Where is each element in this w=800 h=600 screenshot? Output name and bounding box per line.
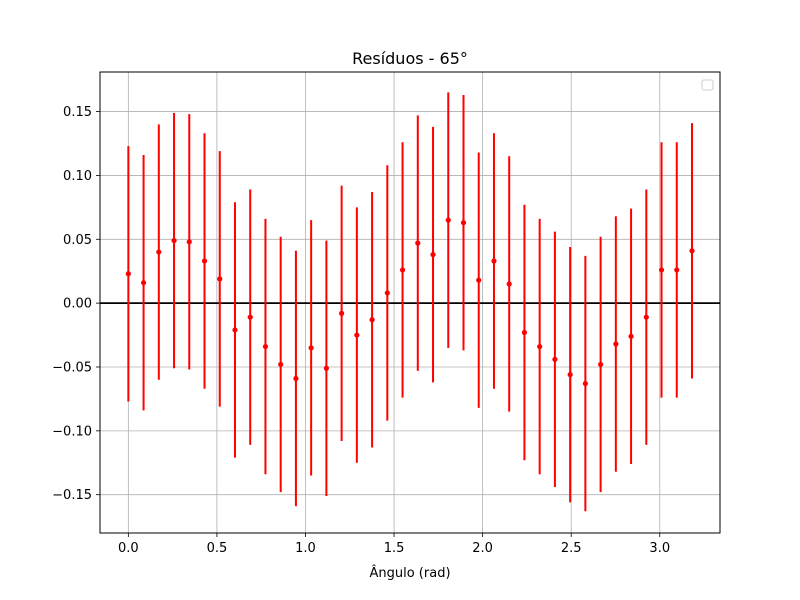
y-tick-label: 0.15 (63, 105, 92, 120)
y-tick-label: 0.05 (63, 233, 92, 248)
data-point (308, 345, 314, 351)
data-point (643, 314, 649, 320)
data-point (125, 271, 131, 277)
x-tick-label: 1.0 (295, 541, 316, 556)
data-point (339, 310, 345, 316)
y-tick-label: 0.10 (63, 169, 92, 184)
data-point (323, 365, 329, 371)
data-point (369, 317, 375, 323)
y-tick-label: −0.15 (52, 488, 92, 503)
empty-legend-box (701, 79, 714, 91)
data-point (415, 240, 421, 246)
data-point (628, 333, 634, 339)
data-point (354, 332, 360, 338)
data-point (491, 258, 497, 264)
data-point (140, 280, 147, 286)
data-point (689, 248, 695, 254)
data-point (186, 239, 192, 245)
data-point (582, 380, 588, 387)
x-tick-label: 3.0 (649, 541, 670, 556)
data-point (552, 356, 558, 362)
data-point (506, 281, 512, 287)
data-point (262, 343, 269, 350)
data-point (384, 290, 390, 296)
data-point (445, 217, 451, 223)
data-point (293, 375, 299, 382)
y-tick-label: −0.05 (52, 360, 92, 375)
data-point (613, 341, 619, 347)
data-point (674, 267, 680, 273)
y-tick-label: −0.10 (52, 424, 92, 439)
data-point (232, 327, 238, 333)
x-axis-label: Ângulo (rad) (369, 565, 450, 581)
data-point (171, 237, 177, 244)
data-point (476, 277, 482, 283)
x-tick-label: 0.0 (118, 541, 139, 556)
data-point (156, 249, 162, 255)
x-tick-label: 0.5 (207, 541, 228, 556)
data-point (598, 361, 604, 368)
axis-ticks: 0.0 0.5 1.0 1.5 2.0 2.5 3.0 −0.15 −0.10 −0.05 0.00… (52, 105, 670, 556)
data-point (537, 343, 543, 350)
x-tick-label: 2.5 (561, 541, 582, 556)
data-point (278, 361, 284, 368)
data-point (217, 276, 223, 282)
data-point (460, 220, 467, 226)
plot-frame (99, 71, 721, 534)
x-tick-label: 1.5 (384, 541, 405, 556)
data-point (399, 267, 406, 273)
data-point (521, 329, 528, 336)
data-point (658, 267, 665, 273)
y-tick-label: 0.00 (63, 297, 92, 312)
data-point (567, 372, 573, 378)
data-point (201, 258, 208, 264)
x-tick-label: 2.0 (472, 541, 493, 556)
data-point (430, 252, 436, 258)
data-points (125, 217, 695, 387)
chart-title: Resíduos - 65° (352, 49, 468, 68)
data-point (247, 314, 253, 320)
